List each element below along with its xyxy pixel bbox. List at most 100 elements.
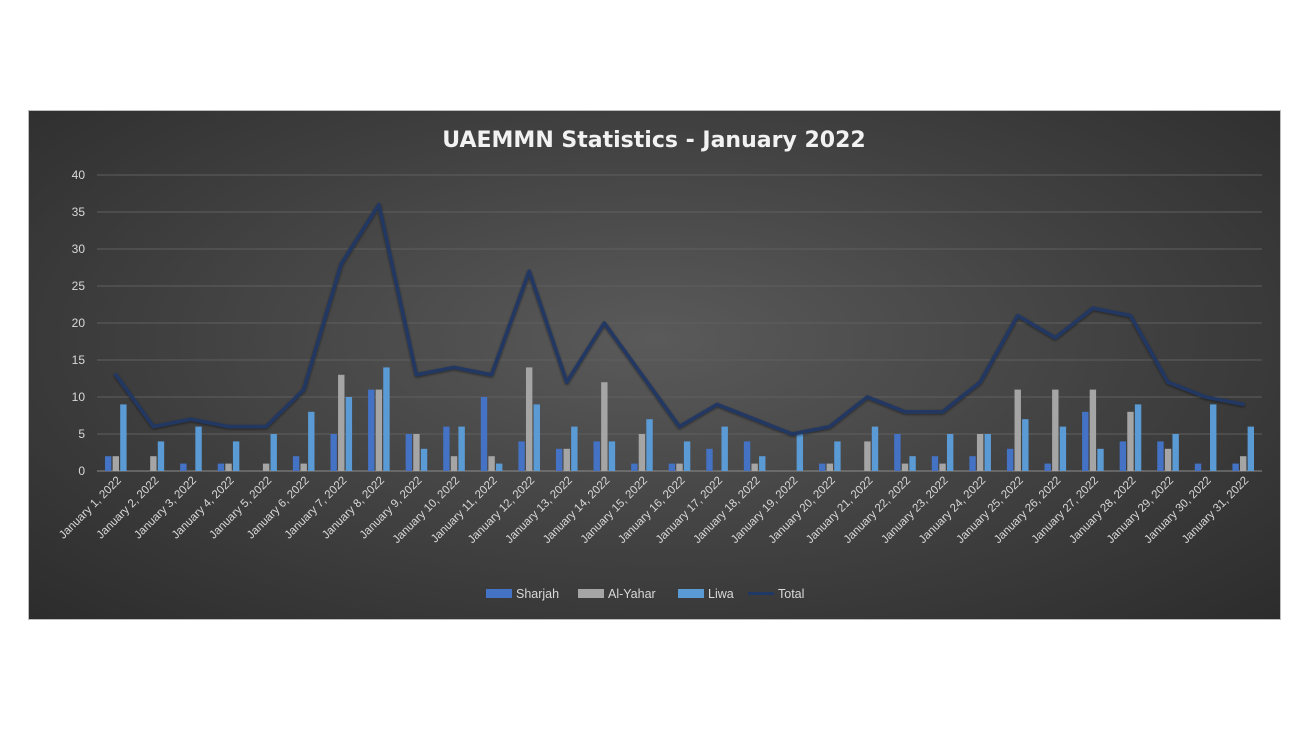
bar-al-yahar	[563, 448, 570, 471]
bar-sharjah	[1119, 441, 1127, 471]
y-tick-label: 35	[72, 205, 86, 219]
bar-sharjah	[405, 434, 413, 471]
x-tick-label: January 11, 2022	[429, 475, 500, 546]
bar-liwa	[458, 426, 465, 471]
total-line	[114, 202, 1245, 436]
bar-al-yahar	[488, 456, 495, 471]
bar-sharjah	[518, 441, 525, 471]
bar-liwa	[1247, 426, 1255, 471]
bar-liwa	[759, 456, 766, 471]
bar-sharjah	[743, 441, 751, 471]
x-tick-label: January 22, 2022	[842, 475, 913, 546]
x-tick-label: January 12, 2022	[466, 475, 537, 546]
bar-al-yahar	[976, 434, 984, 471]
bar-sharjah	[931, 456, 939, 471]
y-tick-label: 40	[72, 168, 86, 182]
bar-al-yahar	[1127, 411, 1134, 471]
bars	[104, 367, 1255, 471]
bar-al-yahar	[525, 367, 533, 471]
line-total	[114, 202, 1245, 436]
bar-sharjah	[1006, 448, 1014, 471]
legend-label: Liwa	[708, 587, 734, 601]
bar-sharjah	[443, 426, 450, 471]
bar-sharjah	[480, 397, 488, 471]
bar-sharjah	[969, 456, 976, 471]
bar-sharjah	[1044, 463, 1051, 471]
bar-liwa	[383, 367, 390, 471]
bar-al-yahar	[300, 463, 307, 471]
bar-al-yahar	[225, 463, 232, 471]
x-tick-label: January 28, 2022	[1067, 475, 1138, 546]
bar-liwa	[120, 404, 127, 471]
bar-sharjah	[368, 389, 375, 471]
bar-al-yahar	[112, 456, 119, 471]
bar-liwa	[195, 426, 202, 471]
bar-al-yahar	[150, 456, 157, 471]
bar-sharjah	[330, 434, 337, 471]
bar-liwa	[420, 448, 428, 471]
bar-sharjah	[292, 456, 300, 471]
bar-al-yahar	[1052, 389, 1059, 471]
bar-al-yahar	[826, 463, 834, 471]
bar-liwa	[270, 434, 277, 471]
legend-label: Sharjah	[516, 587, 559, 601]
y-tick-label: 30	[72, 242, 86, 256]
x-tick-label: January 18, 2022	[691, 475, 762, 546]
bar-sharjah	[819, 463, 826, 471]
bar-liwa	[796, 434, 804, 471]
bar-al-yahar	[676, 463, 683, 471]
bar-al-yahar	[864, 441, 871, 471]
bar-liwa	[834, 441, 841, 471]
bar-liwa	[571, 426, 578, 471]
bar-al-yahar	[751, 463, 758, 471]
legend: Sharjah Al-Yahar Liwa Total	[486, 587, 804, 601]
x-tick-label: January 23, 2022	[879, 475, 950, 546]
x-tick-label: January 27, 2022	[1030, 475, 1101, 546]
legend-swatch	[678, 589, 704, 598]
x-tick-label: January 1, 2022	[57, 475, 124, 542]
x-tick-label: January 19, 2022	[729, 475, 800, 546]
bar-liwa	[1022, 419, 1029, 471]
bar-sharjah	[706, 448, 713, 471]
bar-liwa	[646, 419, 653, 471]
bar-sharjah	[1232, 463, 1239, 471]
x-tick-label: January 24, 2022	[917, 475, 988, 546]
bar-sharjah	[1082, 411, 1089, 471]
bar-liwa	[683, 441, 691, 471]
bar-al-yahar	[638, 434, 646, 471]
x-tick-label: January 26, 2022	[992, 475, 1063, 546]
bar-liwa	[157, 441, 165, 471]
y-tick-label: 10	[72, 390, 86, 404]
chart-svg: UAEMMN Statistics - January 2022 0 5 10 15 2…	[57, 128, 1262, 601]
bar-al-yahar	[450, 456, 458, 471]
bar-liwa	[909, 456, 916, 471]
x-tick-label: January 16, 2022	[616, 475, 687, 546]
bar-liwa	[1134, 404, 1142, 471]
y-tick-label: 15	[72, 353, 86, 367]
bar-liwa	[721, 426, 728, 471]
bar-liwa	[1172, 434, 1179, 471]
y-axis: 0 5 10 15 20 25 30 35 40	[72, 168, 86, 478]
bar-liwa	[345, 397, 353, 471]
bar-sharjah	[631, 463, 638, 471]
y-tick-label: 25	[72, 279, 86, 293]
bar-liwa	[308, 411, 315, 471]
bar-al-yahar	[1240, 456, 1247, 471]
x-tick-label: January 15, 2022	[579, 475, 650, 546]
bar-sharjah	[104, 456, 112, 471]
bar-liwa	[1210, 404, 1217, 471]
bar-liwa	[1097, 448, 1104, 471]
x-tick-label: January 17, 2022	[654, 475, 725, 546]
chart-panel: UAEMMN Statistics - January 2022 0 5 10 15 2…	[29, 111, 1280, 619]
bar-sharjah	[894, 434, 901, 471]
bar-sharjah	[180, 463, 187, 471]
bar-al-yahar	[338, 374, 345, 471]
bar-sharjah	[1157, 441, 1164, 471]
bar-liwa	[984, 434, 991, 471]
x-tick-label: January 21, 2022	[804, 475, 875, 546]
bar-al-yahar	[262, 463, 270, 471]
bar-al-yahar	[601, 382, 608, 471]
legend-swatch	[578, 589, 604, 598]
chart-title: UAEMMN Statistics - January 2022	[442, 128, 865, 153]
